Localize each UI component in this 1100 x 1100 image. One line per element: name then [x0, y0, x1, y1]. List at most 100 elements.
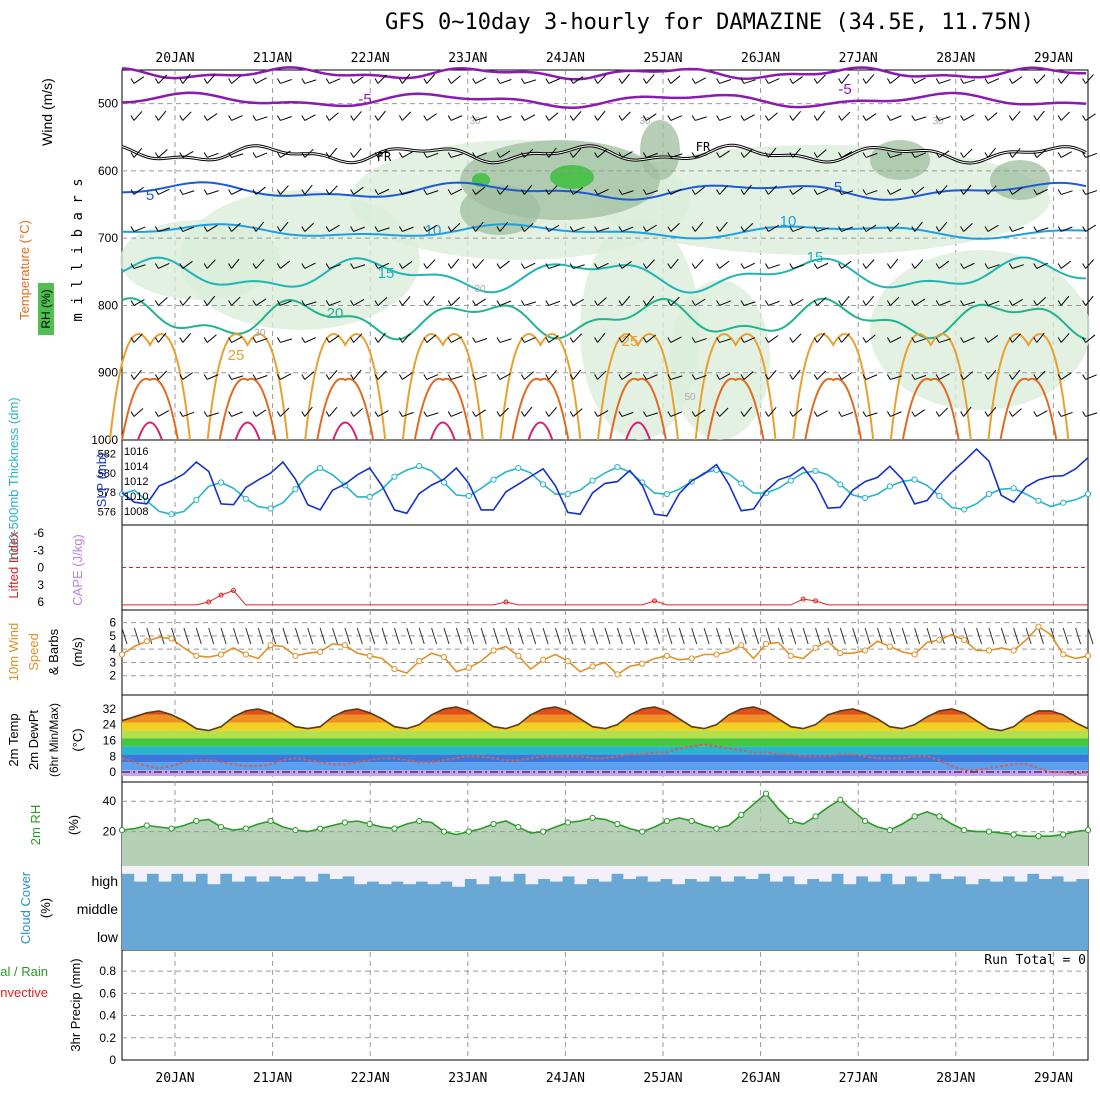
wind-barb-flag	[667, 263, 672, 269]
wind-barb	[475, 152, 487, 158]
wind-barb-flag	[764, 78, 769, 84]
wind-barb	[646, 74, 655, 84]
temp-unit-label: (°C)	[70, 728, 85, 751]
wind-barb	[158, 262, 170, 269]
wind-barb	[841, 151, 853, 158]
thickness-point	[663, 490, 671, 498]
wind-barb-flag	[691, 300, 696, 306]
wind-barb-flag	[813, 115, 818, 121]
wind-barb	[597, 370, 607, 380]
wind-barb	[792, 111, 802, 121]
wind-barb	[792, 76, 803, 84]
cloud-cell	[831, 866, 844, 874]
cloud-cell	[427, 866, 441, 885]
wind-barb	[890, 153, 903, 158]
wind-barb-flag	[520, 337, 525, 343]
wind-barb-flag	[179, 337, 184, 343]
rh2m-point	[911, 813, 918, 820]
wind-barb	[328, 112, 339, 121]
wind-barb	[914, 338, 927, 343]
wind-barb	[402, 151, 414, 158]
wind-barb-flag	[984, 411, 989, 417]
contour-30	[511, 377, 570, 441]
contour-25	[206, 333, 289, 441]
cloud-cell	[904, 866, 918, 877]
wind-barb-10m	[332, 627, 339, 645]
contour-25	[304, 333, 387, 441]
wind-barb	[328, 335, 340, 343]
wind-barb-flag	[960, 337, 965, 343]
wind-barb	[548, 185, 558, 195]
wind-barb-flag	[447, 152, 452, 158]
pressure-tick-label: 900	[98, 366, 118, 380]
wind-barb-flag	[130, 115, 135, 121]
contour-label: -5	[838, 81, 851, 98]
wind-barb	[792, 369, 801, 380]
wind-barb-flag	[276, 189, 281, 195]
wind-barb	[548, 78, 560, 84]
wind-barb	[402, 411, 414, 417]
wind-barb	[1085, 74, 1094, 84]
rh-shading	[640, 120, 680, 180]
wind-barb-flag	[423, 78, 428, 84]
wind-barb-10m	[864, 627, 871, 645]
cloud-cell	[953, 866, 967, 877]
wind-barb	[670, 222, 680, 232]
cloud-cell	[170, 866, 184, 874]
lifted-index-tick: -3	[33, 543, 44, 557]
wind-barb-flag	[496, 300, 501, 306]
wind-barb-flag	[935, 411, 940, 417]
wind-barb	[841, 411, 854, 417]
wind-barb	[426, 152, 439, 158]
wind-barb-10m	[542, 627, 549, 645]
wind-barb-flag	[618, 226, 623, 232]
precip-convective-label: Convective	[0, 985, 48, 1000]
wind-barb	[890, 258, 899, 269]
wind-barb-flag	[838, 411, 843, 417]
contour-30	[804, 377, 863, 441]
rh2m-point	[961, 826, 968, 834]
wind-barb-flag	[1057, 226, 1062, 232]
wind-barb-flag	[203, 226, 208, 232]
wind-barb	[816, 410, 828, 417]
wind-barb-flag	[203, 374, 208, 380]
cloud-cell	[708, 866, 722, 877]
temp-tick-label: 24	[103, 718, 117, 732]
wind-barb-flag	[1082, 300, 1087, 306]
wind-barb-flag	[984, 374, 989, 380]
wind-barb-10m	[443, 627, 450, 645]
wind-barb	[231, 258, 240, 269]
wind-barb-flag	[935, 115, 940, 121]
wind-barb	[353, 226, 365, 232]
wind-speed-point	[440, 654, 448, 661]
rh2m-label: 2m RH	[28, 805, 43, 845]
wind-barb	[475, 338, 488, 343]
thickness-point	[837, 481, 844, 488]
wind-barb-flag	[764, 411, 769, 417]
rh2m-point	[391, 825, 398, 832]
cloud-cell	[122, 866, 135, 874]
wind-barb	[719, 79, 732, 84]
wind-speed-point	[738, 642, 745, 649]
wind-speed-point	[564, 658, 571, 665]
wind-barb-10m	[715, 627, 722, 645]
wind-barb	[694, 186, 705, 195]
rh2m-point	[1084, 826, 1092, 834]
wind-barb	[719, 150, 730, 158]
wind-barb	[1085, 224, 1097, 232]
wind-barb-flag	[789, 152, 794, 158]
wind-barb-flag	[862, 411, 867, 417]
wind-barb-flag	[935, 152, 940, 158]
wind-barb-flag	[838, 374, 843, 380]
wind-speed-point	[1060, 651, 1067, 658]
rh-shading	[590, 145, 1050, 255]
wind-barb-flag	[496, 337, 501, 343]
wind-barb	[329, 300, 341, 306]
wind-tick-label: 2	[109, 669, 116, 683]
wind-barb	[1012, 333, 1022, 343]
wind-barb	[231, 153, 244, 158]
wind-barb-flag	[228, 115, 233, 121]
wind-barb-10m	[1037, 627, 1044, 645]
wind-barb-flag	[691, 411, 696, 417]
wind-barb	[475, 374, 488, 380]
